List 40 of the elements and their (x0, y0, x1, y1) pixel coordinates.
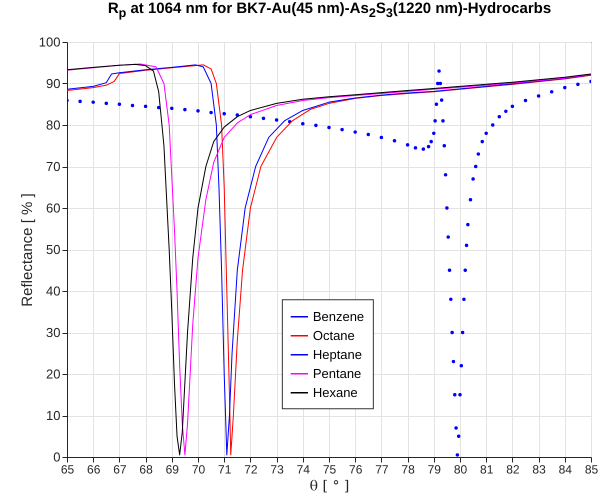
y-tick-label: 0 (53, 450, 60, 464)
legend-label: Pentane (312, 366, 362, 381)
x-tick-label: 76 (349, 462, 363, 476)
x-tick-label: 78 (401, 462, 416, 476)
x-tick-label: 70 (192, 462, 206, 476)
x-tick-label: 67 (113, 462, 127, 476)
y-tick-label: 20 (46, 366, 60, 382)
x-tick-label: 85 (584, 462, 598, 476)
x-tick-label: 66 (87, 462, 101, 476)
x-tick-label: 72 (244, 462, 258, 476)
x-tick-label: 71 (218, 462, 232, 476)
x-tick-label: 68 (139, 462, 154, 476)
y-axis-title: Reflectance [ % ] (18, 193, 36, 307)
x-tick-label: 69 (166, 462, 180, 476)
legend-label: Heptane (312, 346, 362, 362)
legend-label: Hexane (312, 384, 358, 400)
x-tick-label: 65 (60, 462, 74, 476)
legend-label: Benzene (312, 308, 364, 324)
x-tick-label: 79 (428, 462, 442, 476)
legend-label: Octane (312, 328, 355, 343)
x-tick-label: 80 (454, 462, 468, 476)
y-tick-label: 40 (46, 284, 60, 298)
x-tick-label: 83 (532, 462, 546, 476)
y-tick-label: 90 (46, 76, 60, 91)
x-tick-label: 75 (322, 462, 336, 476)
x-axis-title: θ [ ° ] (310, 478, 350, 494)
x-tick-label: 74 (296, 462, 310, 476)
x-tick-label: 84 (558, 462, 572, 476)
y-tick-label: 30 (46, 325, 60, 340)
x-tick-label: 81 (480, 462, 494, 476)
y-tick-label: 100 (38, 34, 60, 50)
x-tick-label: 82 (506, 462, 520, 476)
y-tick-label: 80 (46, 118, 60, 132)
x-tick-label: 73 (270, 462, 284, 476)
y-tick-label: 60 (46, 200, 60, 216)
x-tick-label: 77 (375, 462, 389, 476)
y-tick-label: 50 (46, 242, 60, 257)
y-tick-label: 70 (46, 159, 60, 174)
chart-title: R$_{p}$ at 1064 nm for BK7-Au(45 nm)-As$_{2}$S$_{3}$(1220 nm)-Hydrocarbs (106, 0, 552, 22)
y-tick-label: 10 (46, 408, 60, 423)
